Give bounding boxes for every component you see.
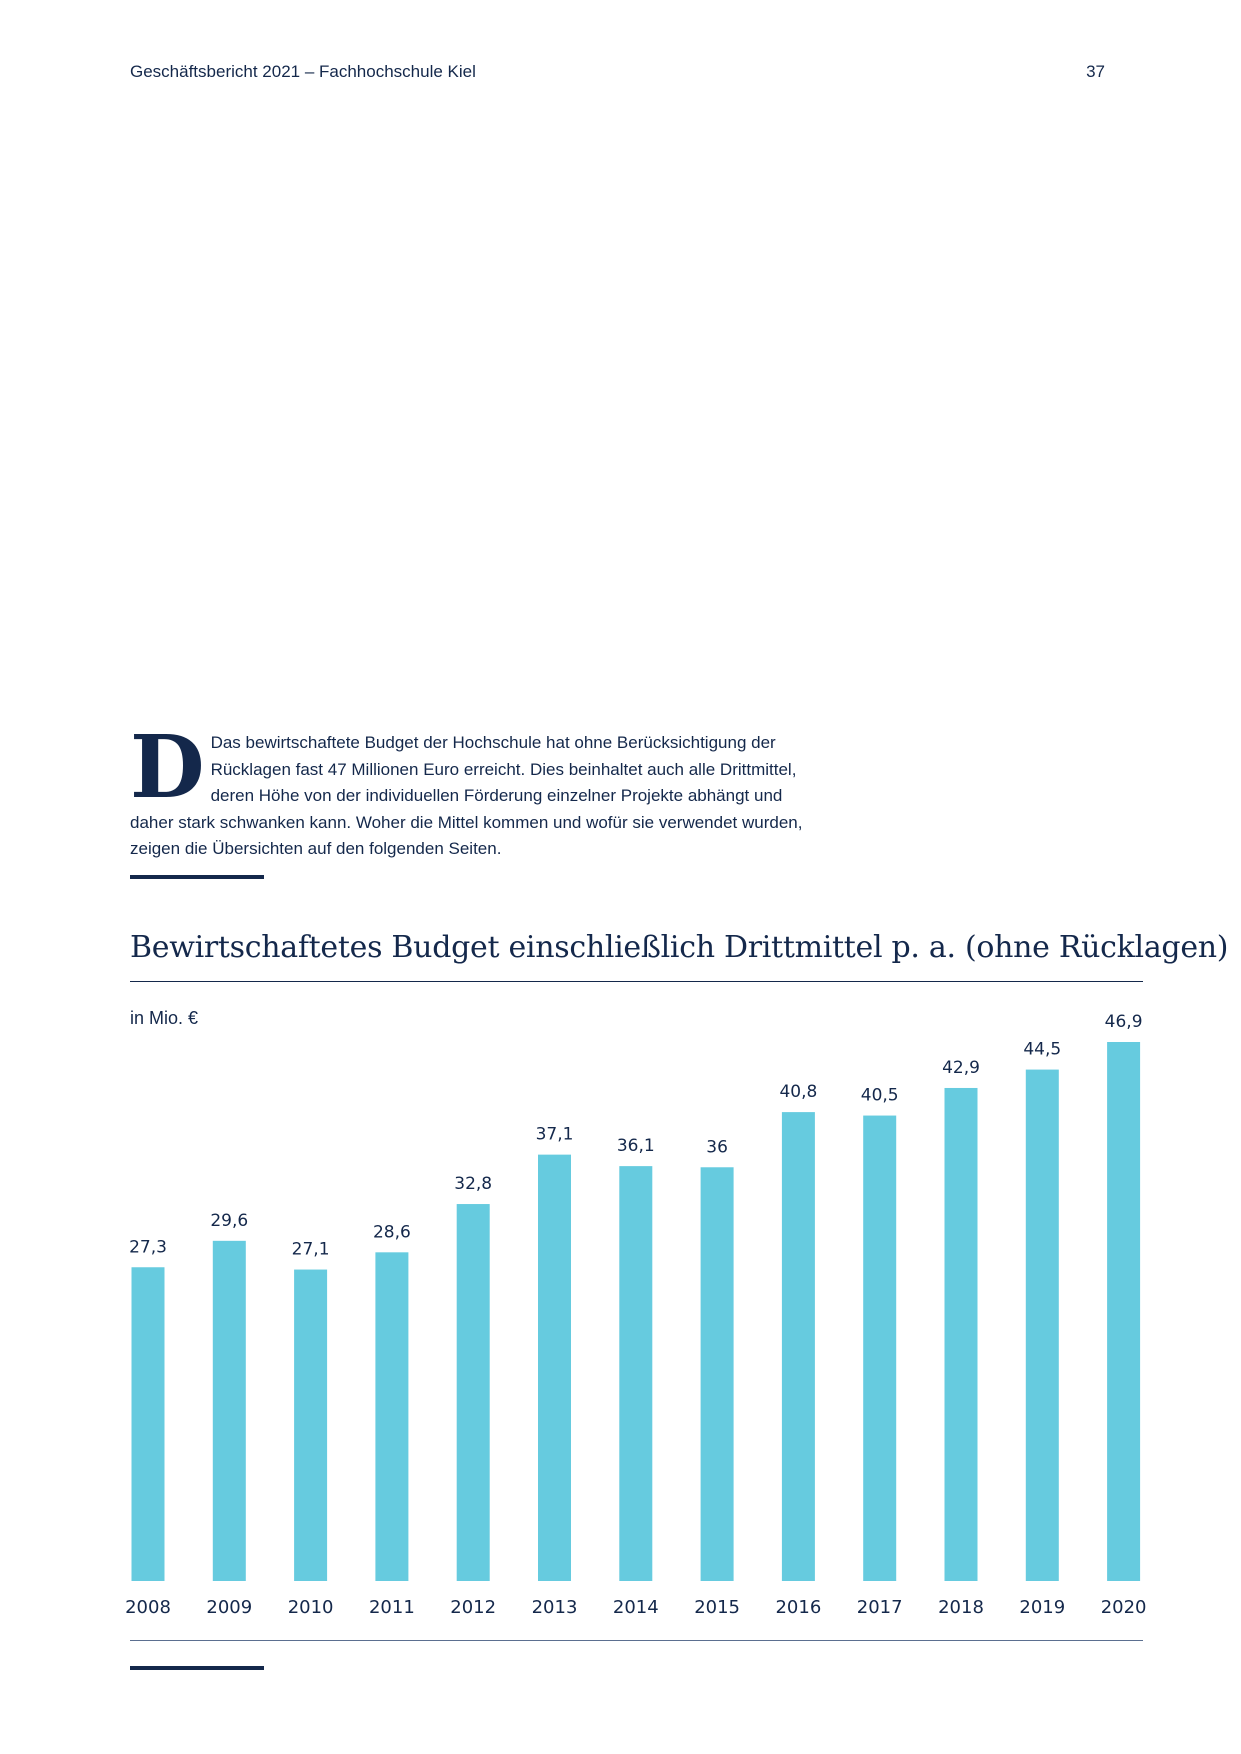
bar-2012 [456, 1204, 490, 1581]
category-label-2015: 2015 [694, 1597, 740, 1618]
category-label-2011: 2011 [369, 1597, 415, 1618]
bar-2020 [1107, 1042, 1141, 1581]
bar-2010 [294, 1269, 328, 1581]
category-label-2014: 2014 [613, 1597, 659, 1618]
category-label-2019: 2019 [1019, 1597, 1065, 1618]
chart-bottom-rule [130, 1640, 1143, 1641]
value-label-2020: 46,9 [1105, 1012, 1143, 1032]
bar-2018 [944, 1087, 978, 1581]
bar-2019 [1025, 1069, 1059, 1581]
section-divider-bottom [130, 1666, 264, 1670]
bar-2013 [538, 1154, 571, 1581]
value-label-2013: 37,1 [536, 1125, 574, 1145]
bar-2016 [781, 1112, 815, 1581]
report-header-title: Geschäftsbericht 2021 – Fachhochschule K… [130, 62, 476, 81]
chart-title-underline [130, 981, 1143, 982]
value-label-2016: 40,8 [779, 1082, 817, 1102]
category-label-2010: 2010 [288, 1597, 334, 1618]
bar-2017 [863, 1115, 897, 1581]
bar-2015 [700, 1167, 734, 1581]
category-label-2008: 2008 [125, 1597, 171, 1618]
value-label-2015: 36 [706, 1137, 728, 1157]
chart-title: Bewirtschaftetes Budget einschließlich D… [130, 930, 1229, 965]
category-label-2009: 2009 [206, 1597, 252, 1618]
value-label-2011: 28,6 [373, 1222, 411, 1242]
category-label-2020: 2020 [1101, 1597, 1147, 1618]
value-label-2010: 27,1 [292, 1240, 330, 1260]
category-label-2012: 2012 [450, 1597, 496, 1618]
page-number: 37 [1086, 62, 1105, 81]
dropcap-letter: D [130, 717, 205, 818]
category-label-2016: 2016 [775, 1597, 821, 1618]
chart-unit-label: in Mio. € [130, 1008, 199, 1028]
value-label-2008: 27,3 [129, 1237, 167, 1257]
bar-2008 [131, 1267, 165, 1581]
category-label-2013: 2013 [532, 1597, 578, 1618]
value-label-2017: 40,5 [861, 1086, 899, 1106]
value-label-2018: 42,9 [942, 1058, 980, 1078]
intro-text: Das bewirtschaftete Budget der Hochschul… [130, 733, 803, 858]
intro-paragraph: D Das bewirtschaftete Budget der Hochsch… [130, 717, 810, 863]
value-label-2014: 36,1 [617, 1136, 655, 1156]
value-label-2019: 44,5 [1023, 1040, 1061, 1060]
value-label-2009: 29,6 [210, 1211, 248, 1231]
bar-2009 [212, 1240, 246, 1581]
value-label-2012: 32,8 [454, 1174, 492, 1194]
section-divider-top [130, 875, 264, 879]
bar-2014 [619, 1166, 653, 1581]
bar-2011 [375, 1252, 409, 1581]
category-label-2017: 2017 [857, 1597, 903, 1618]
category-label-2018: 2018 [938, 1597, 984, 1618]
